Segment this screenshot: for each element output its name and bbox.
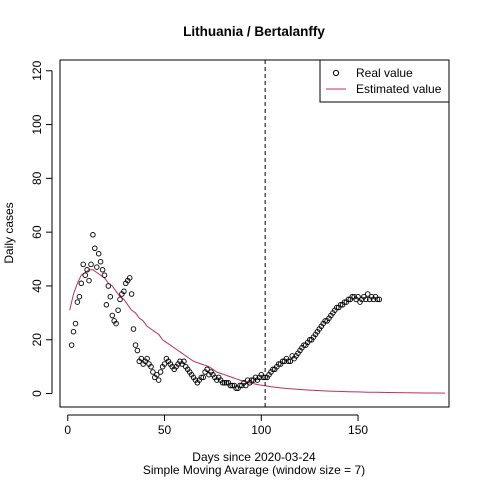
real-point — [90, 232, 96, 238]
real-point — [243, 382, 249, 389]
real-point — [113, 320, 119, 327]
real-point — [150, 369, 156, 375]
real-point — [322, 318, 328, 324]
real-point — [223, 380, 230, 386]
estimated-line — [69, 269, 446, 394]
y-tick-label: 20 — [30, 333, 44, 347]
x-axis-label: Days since 2020-03-24 — [192, 450, 316, 464]
real-point — [109, 312, 116, 319]
real-point — [94, 264, 100, 270]
real-point — [138, 355, 145, 362]
real-point — [198, 374, 205, 381]
real-point — [95, 250, 102, 257]
real-point — [154, 371, 160, 378]
real-point — [68, 342, 75, 348]
plot-frame — [59, 59, 450, 408]
real-point — [349, 293, 355, 300]
real-point — [355, 293, 361, 300]
x-axis: 0 50 100 150 — [64, 414, 368, 437]
real-point — [121, 288, 127, 295]
real-point — [345, 296, 352, 303]
real-point — [105, 283, 112, 289]
real-point — [229, 382, 235, 389]
real-point — [270, 366, 276, 373]
real-point — [279, 358, 286, 365]
real-point — [86, 277, 92, 284]
real-point — [248, 377, 255, 383]
real-point — [301, 342, 307, 348]
x-tick-label: 0 — [64, 423, 71, 437]
real-point — [341, 299, 348, 305]
real-point — [227, 382, 234, 389]
real-point — [364, 291, 371, 297]
real-point — [107, 293, 114, 300]
real-point — [219, 380, 226, 386]
real-point — [337, 302, 344, 308]
y-tick-label: 120 — [30, 60, 44, 80]
y-axis-label: Daily cases — [2, 202, 16, 263]
chart-title: Lithuania / Bertalanffy — [183, 24, 325, 39]
real-point — [99, 267, 106, 273]
real-point — [103, 302, 110, 308]
x-tick-label: 100 — [251, 423, 271, 437]
y-tick-label: 60 — [30, 225, 44, 239]
x-tick-label: 50 — [158, 423, 172, 437]
real-point — [334, 304, 340, 311]
real-point — [275, 361, 282, 367]
real-point — [161, 361, 168, 367]
real-point — [181, 358, 187, 365]
real-point — [97, 258, 104, 265]
real-point — [155, 377, 162, 383]
real-point — [92, 245, 98, 252]
real-point — [132, 342, 139, 348]
x-axis-sublabel: Simple Moving Avarage (window size = 7) — [143, 463, 365, 477]
real-point — [84, 267, 90, 273]
legend-box — [319, 59, 450, 103]
y-tick-label: 100 — [30, 114, 44, 134]
real-point — [374, 296, 381, 303]
real-point — [306, 337, 313, 343]
real-point — [221, 380, 228, 386]
y-tick-label: 40 — [30, 279, 44, 293]
real-point — [101, 272, 108, 278]
real-point — [117, 296, 123, 303]
plot-area — [68, 60, 446, 407]
real-point — [74, 299, 81, 305]
legend-real-label: Real value — [356, 66, 413, 80]
real-point — [157, 369, 164, 375]
y-axis: 0 20 40 60 80 100 120 — [30, 60, 53, 397]
real-point — [78, 280, 85, 287]
real-point — [128, 291, 135, 297]
real-point — [72, 320, 79, 327]
x-tick-label: 150 — [348, 423, 368, 437]
real-point — [76, 293, 83, 300]
legend-real-symbol — [332, 69, 340, 77]
legend-estimated-label: Estimated value — [356, 82, 442, 96]
real-point — [237, 382, 243, 389]
y-tick-label: 0 — [30, 390, 44, 397]
real-point — [80, 261, 86, 268]
real-point — [115, 307, 121, 313]
real-point — [134, 347, 141, 354]
real-point — [287, 358, 294, 365]
real-point — [233, 385, 239, 391]
real-point — [130, 326, 137, 332]
real-point — [376, 296, 383, 303]
real-point — [200, 374, 206, 381]
real-point — [144, 355, 150, 362]
real-point — [285, 358, 292, 365]
real-point — [148, 363, 154, 370]
real-point — [82, 272, 88, 278]
real-point — [204, 366, 210, 373]
real-point — [70, 328, 77, 335]
y-tick-label: 80 — [30, 171, 44, 185]
real-point — [88, 261, 94, 268]
legend: Real value Estimated value — [319, 59, 450, 103]
real-point — [126, 275, 133, 281]
real-point — [363, 296, 369, 303]
